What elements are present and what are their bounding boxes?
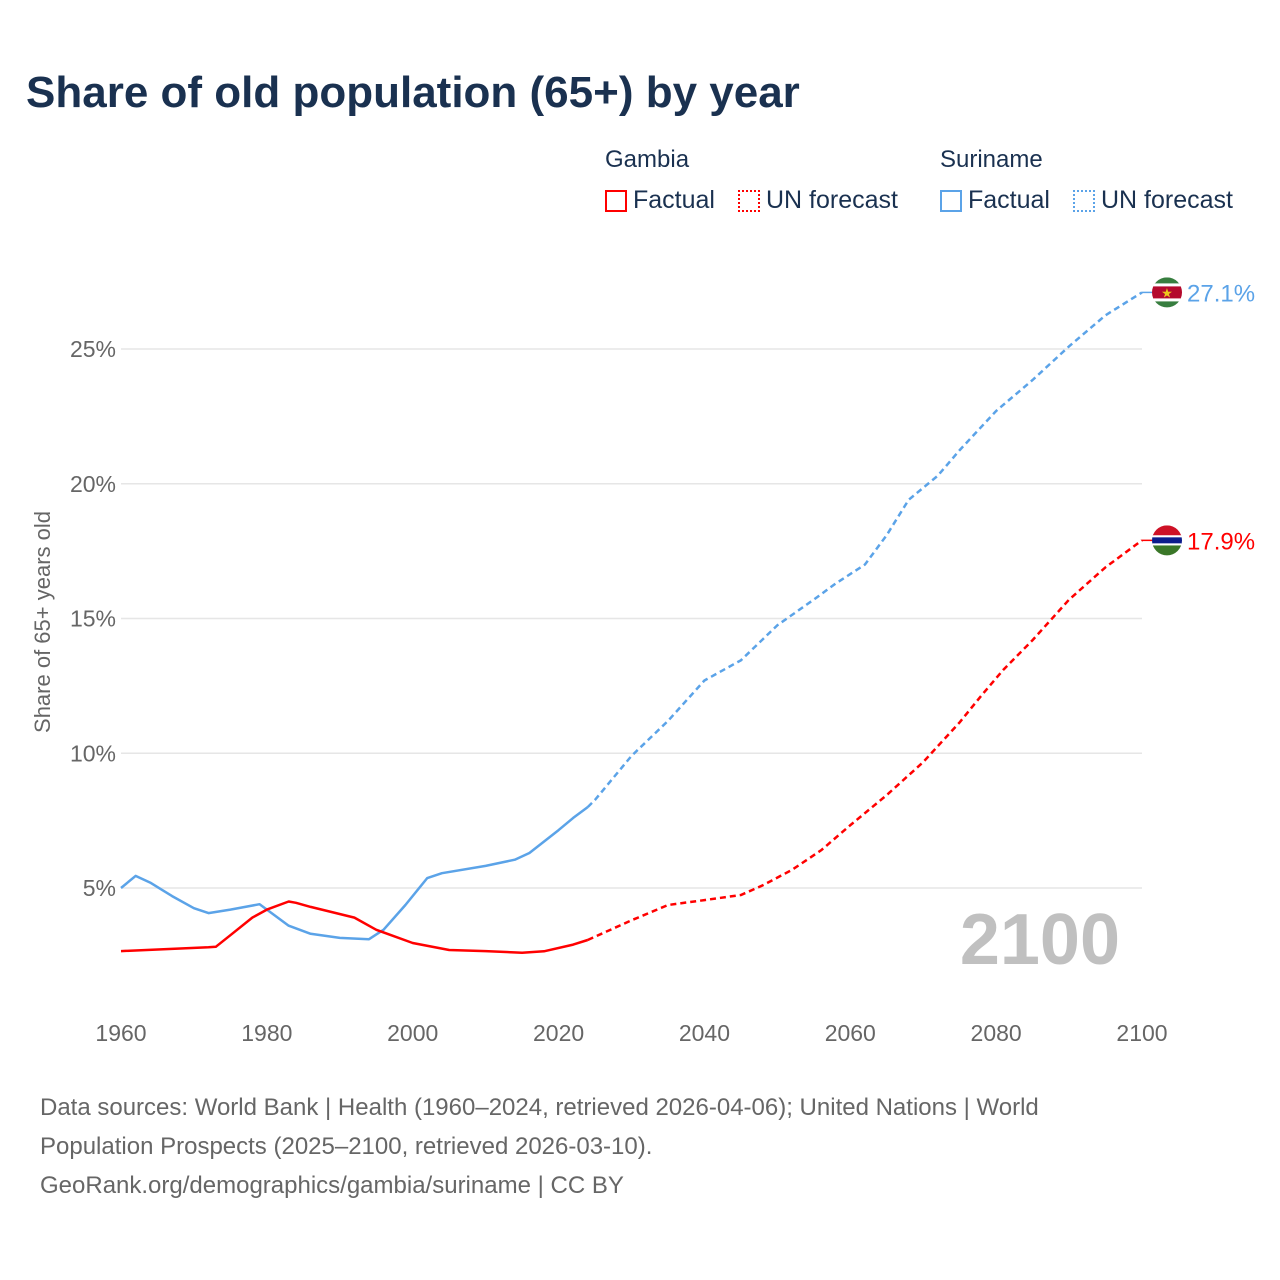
legend-gambia-forecast[interactable]: UN forecast <box>738 186 898 215</box>
series-gambia-factual <box>120 900 589 954</box>
source-line-2: Population Prospects (2025–2100, retriev… <box>40 1133 653 1160</box>
footer: Data sources: World Bank | Health (1960–… <box>40 1088 1039 1205</box>
legend-label: UN forecast <box>1101 186 1233 214</box>
legend-gambia-factual[interactable]: Factual <box>605 186 715 215</box>
y-tick-label: 25% <box>70 336 116 362</box>
x-tick-label: 2040 <box>679 1020 730 1046</box>
flag-gambia-icon <box>1152 525 1182 556</box>
end-value-label: 17.9% <box>1187 528 1255 555</box>
y-tick-label: 5% <box>83 875 116 901</box>
legend-swatch <box>605 189 627 212</box>
legend-swatch <box>1073 189 1095 212</box>
x-tick-label: 1980 <box>241 1020 292 1046</box>
legend-label: UN forecast <box>766 186 898 214</box>
series-gambia-forecast <box>587 539 1143 942</box>
x-tick-label: 2000 <box>387 1020 438 1046</box>
svg-text:★: ★ <box>1161 285 1173 300</box>
legend-suriname-forecast[interactable]: UN forecast <box>1073 186 1233 215</box>
x-tick-label: 2080 <box>971 1020 1022 1046</box>
source-link[interactable]: GeoRank.org/demographics/gambia/suriname… <box>40 1172 624 1199</box>
legend-group-suriname: Suriname <box>940 146 1043 173</box>
chart-title: Share of old population (65+) by year <box>26 68 800 117</box>
x-tick-label: 2020 <box>533 1020 584 1046</box>
x-tick-label: 2100 <box>1116 1020 1167 1046</box>
legend-label: Factual <box>968 186 1050 214</box>
legend-label: Factual <box>633 186 715 214</box>
series-suriname-factual <box>120 806 589 941</box>
y-axis-label: Share of 65+ years old <box>30 511 55 733</box>
end-value-label: 27.1% <box>1187 280 1255 307</box>
legend-suriname-factual[interactable]: Factual <box>940 186 1050 215</box>
x-tick-label: 1960 <box>95 1020 146 1046</box>
legend-swatch <box>940 189 962 212</box>
flag-suriname-icon: ★ <box>1152 277 1182 308</box>
y-tick-label: 20% <box>70 471 116 497</box>
y-tick-label: 10% <box>70 740 116 766</box>
x-tick-label: 2060 <box>825 1020 876 1046</box>
legend-group-gambia: Gambia <box>605 146 690 173</box>
series-suriname-forecast <box>586 291 1143 808</box>
source-line-1: Data sources: World Bank | Health (1960–… <box>40 1094 1039 1121</box>
y-tick-label: 15% <box>70 606 116 632</box>
legend-swatch <box>738 189 760 212</box>
year-watermark: 2100 <box>960 900 1120 980</box>
